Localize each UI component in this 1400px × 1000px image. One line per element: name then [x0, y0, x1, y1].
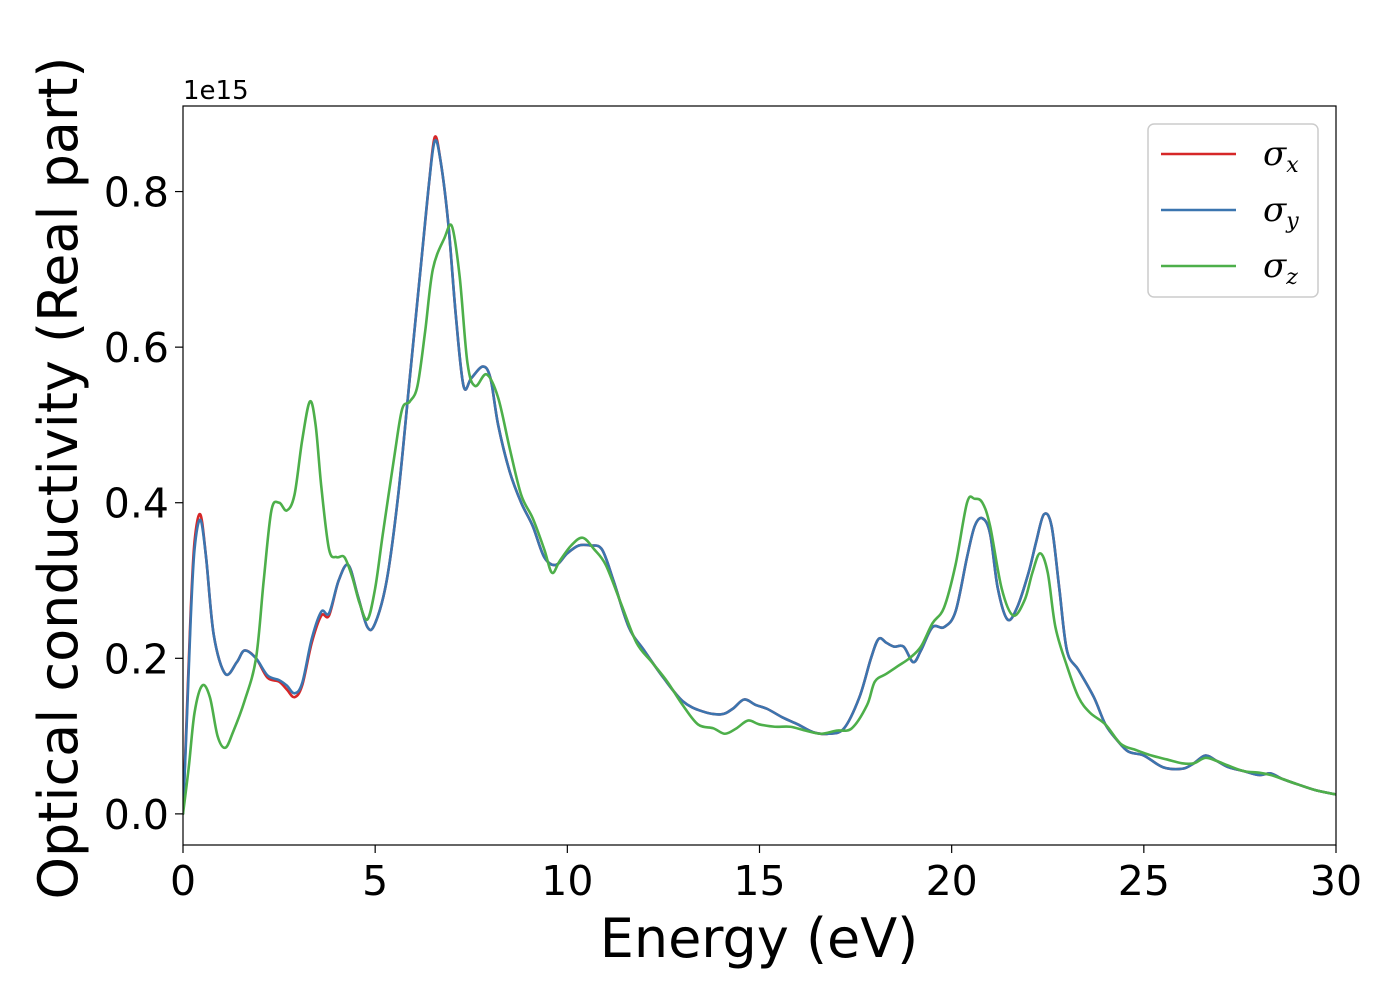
x-tick-label: 15: [733, 857, 785, 905]
y-tick-label: 0.8: [104, 169, 169, 217]
legend: σx σy σz: [1147, 123, 1319, 298]
x-axis-label: Energy (eV): [600, 907, 919, 970]
y-axis-label: Optical conductivity (Real part): [27, 57, 90, 900]
legend-label-z: σz: [1263, 246, 1298, 290]
legend-label-y: σy: [1263, 190, 1299, 234]
x-tick-label: 5: [362, 857, 388, 905]
x-tick-label: 25: [1118, 857, 1170, 905]
y-tick-label: 0.6: [104, 324, 169, 372]
x-tick-label: 0: [170, 857, 196, 905]
y-axis: 0.0 0.2 0.4 0.6 0.8: [104, 169, 183, 839]
legend-label-x: σx: [1263, 134, 1299, 178]
y-offset-label: 1e15: [183, 76, 249, 106]
y-tick-label: 0.0: [104, 791, 169, 839]
series-line-y: [183, 138, 1336, 816]
x-axis: 0 5 10 15 20 25 30: [170, 845, 1362, 905]
y-tick-label: 0.4: [104, 480, 169, 528]
x-tick-label: 20: [926, 857, 978, 905]
x-tick-label: 10: [541, 857, 593, 905]
series-line-z: [183, 223, 1336, 816]
y-tick-label: 0.2: [104, 635, 169, 683]
x-tick-label: 30: [1310, 857, 1362, 905]
